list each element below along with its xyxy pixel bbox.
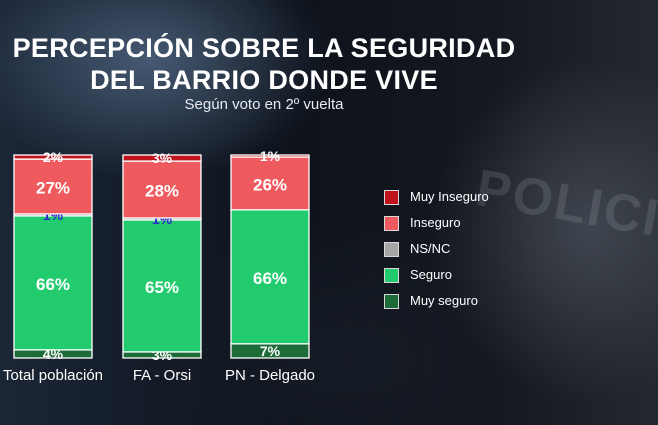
data-label-muy-inseguro-total-poblaci-n: 2% [43, 149, 64, 165]
legend-swatch-inseguro [384, 216, 399, 231]
data-label-seguro-total-poblaci-n: 66% [36, 275, 70, 294]
bar-segment-muy-inseguro-pn-delgado [230, 154, 310, 158]
category-label-total-poblaci-n: Total población [3, 367, 103, 384]
data-label-seguro-pn-delgado: 66% [253, 269, 287, 288]
legend-swatch-ns-nc [384, 242, 399, 257]
bar-segment-seguro-fa-orsi [122, 219, 202, 353]
data-label-inseguro-pn-delgado: 26% [253, 175, 287, 194]
chart-title: PERCEPCIÓN SOBRE LA SEGURIDAD DEL BARRIO… [0, 32, 528, 96]
legend-swatch-muy-seguro [384, 294, 399, 309]
bar-segment-seguro-pn-delgado [230, 209, 310, 345]
data-label-muy-inseguro-pn-delgado: 1% [260, 148, 281, 164]
category-label-pn-delgado: PN - Delgado [225, 367, 315, 384]
legend-swatch-muy-inseguro [384, 190, 399, 205]
legend-swatch-seguro [384, 268, 399, 283]
data-label-inseguro-total-poblaci-n: 27% [36, 178, 70, 197]
bar-segment-seguro-total-poblaci-n [13, 215, 93, 351]
chart-subtitle: Según voto en 2º vuelta [184, 96, 344, 113]
category-label-fa-orsi: FA - Orsi [133, 367, 191, 384]
data-label-muy-inseguro-fa-orsi: 3% [152, 150, 173, 166]
chart-title-line-1: PERCEPCIÓN SOBRE LA SEGURIDAD [12, 33, 516, 63]
data-label-muy-seguro-pn-delgado: 7% [260, 343, 281, 359]
legend-label-muy-inseguro: Muy Inseguro [410, 189, 489, 204]
bar-segment-inseguro-total-poblaci-n [13, 158, 93, 215]
legend-label-inseguro: Inseguro [410, 215, 461, 230]
legend-label-muy-seguro: Muy seguro [410, 293, 478, 308]
bar-segment-muy-inseguro-total-poblaci-n [13, 154, 93, 160]
legend-label-seguro: Seguro [410, 267, 452, 282]
data-label-seguro-fa-orsi: 65% [145, 278, 179, 297]
bar-segment-muy-inseguro-fa-orsi [122, 154, 202, 162]
legend-label-ns-nc: NS/NC [410, 241, 451, 256]
chart-title-line-2: DEL BARRIO DONDE VIVE [90, 65, 438, 95]
data-label-inseguro-fa-orsi: 28% [145, 182, 179, 201]
bar-segment-inseguro-fa-orsi [122, 160, 202, 219]
bar-segment-inseguro-pn-delgado [230, 156, 310, 211]
